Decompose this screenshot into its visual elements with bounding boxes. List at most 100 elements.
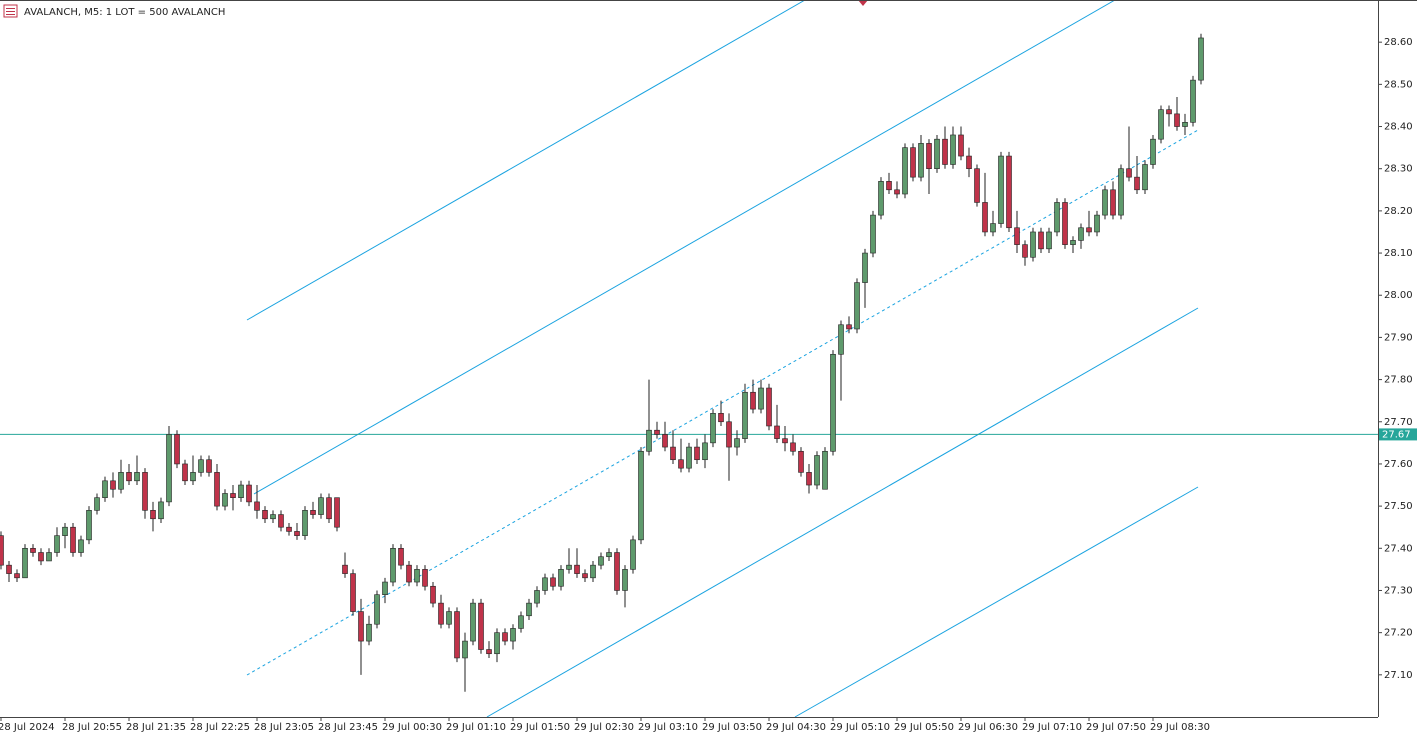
candle-body — [254, 501, 260, 511]
y-tick-label: 27.50 — [1384, 501, 1413, 512]
candle-body — [574, 564, 580, 574]
candle-body — [686, 446, 692, 469]
candle-body — [390, 547, 396, 583]
x-tick-label: 29 Jul 05:10 — [830, 722, 890, 733]
candle-body — [190, 472, 196, 482]
candle-body — [430, 585, 436, 604]
candle-body — [478, 602, 484, 650]
candle-body — [134, 472, 140, 482]
candle-body — [878, 181, 884, 216]
candle-body — [678, 459, 684, 469]
candle-body — [38, 552, 44, 562]
candle-body — [918, 143, 924, 178]
candle-body — [214, 472, 220, 507]
candle-body — [606, 552, 612, 558]
candle-body — [798, 450, 804, 473]
candle-body — [118, 472, 124, 490]
candle-body — [174, 434, 180, 465]
candle-body — [1126, 168, 1132, 178]
channel-line — [486, 307, 1199, 718]
candle-body — [310, 510, 316, 515]
candle-body — [742, 391, 748, 439]
y-tick-label: 27.30 — [1384, 585, 1413, 596]
candle-body — [6, 564, 12, 574]
candle-body — [558, 569, 564, 587]
x-tick-label: 29 Jul 01:10 — [446, 722, 506, 733]
candle-body — [342, 564, 348, 574]
candle-body — [158, 501, 164, 520]
y-tick-label: 27.60 — [1384, 459, 1413, 470]
candle-body — [294, 531, 300, 536]
candle-body — [1038, 231, 1044, 250]
candle-body — [942, 138, 948, 165]
candle-body — [974, 168, 980, 203]
candle-body — [734, 438, 740, 448]
candle-body — [886, 181, 892, 191]
candle-body — [822, 450, 828, 490]
candle-body — [710, 413, 716, 444]
candle-body — [806, 472, 812, 486]
x-tick-label: 29 Jul 04:30 — [766, 722, 826, 733]
candle-body — [406, 564, 412, 583]
y-tick-label: 27.40 — [1384, 543, 1413, 554]
candle-body — [502, 632, 508, 642]
candle-body — [150, 510, 156, 520]
channels — [246, 0, 1199, 718]
candle-body — [1046, 231, 1052, 250]
candle-body — [1166, 109, 1172, 115]
candle-body — [222, 493, 228, 507]
candle-body — [30, 547, 36, 553]
candle-body — [166, 434, 172, 503]
candle-body — [838, 324, 844, 355]
chart-title: AVALANCH, M5: 1 LOT = 500 AVALANCH — [24, 7, 225, 18]
candle-body — [830, 353, 836, 452]
candle-body — [630, 539, 636, 570]
x-tick-label: 29 Jul 03:10 — [638, 722, 698, 733]
candle-body — [966, 155, 972, 170]
candle-body — [910, 147, 916, 178]
y-tick-label: 28.20 — [1384, 206, 1413, 217]
channel-mid — [246, 129, 1199, 676]
candle-body — [982, 202, 988, 233]
candle-body — [1078, 227, 1084, 241]
candle-body — [1150, 138, 1156, 165]
candle-body — [774, 425, 780, 439]
candle-body — [598, 556, 604, 566]
candle-body — [1006, 155, 1012, 229]
candle-body — [870, 214, 876, 254]
y-tick-label: 28.10 — [1384, 248, 1413, 259]
candle-body — [286, 526, 292, 532]
candle-body — [270, 514, 276, 520]
candle-body — [998, 155, 1004, 224]
candle-body — [198, 459, 204, 473]
candle-body — [1054, 202, 1060, 233]
candle-body — [0, 535, 4, 566]
x-tick-label: 29 Jul 07:10 — [1022, 722, 1082, 733]
candle-body — [1182, 122, 1188, 127]
price-label-box — [1379, 428, 1417, 441]
marker — [858, 0, 868, 6]
candle-body — [638, 450, 644, 541]
candle-body — [238, 484, 244, 498]
candle-body — [582, 573, 588, 579]
candle-body — [1158, 109, 1164, 140]
x-tick-label: 28 Jul 21:35 — [126, 722, 186, 733]
title-icon — [3, 4, 18, 18]
candle-body — [550, 577, 556, 587]
candle-body — [1118, 168, 1124, 216]
candle-body — [814, 455, 820, 486]
candle-body — [766, 387, 772, 427]
x-tick-label: 29 Jul 08:30 — [1150, 722, 1210, 733]
candle-body — [854, 282, 860, 330]
candle-body — [846, 324, 852, 330]
candle-body — [934, 138, 940, 170]
x-tick-label: 29 Jul 05:50 — [894, 722, 954, 733]
candle-body — [446, 611, 452, 625]
candle-body — [590, 564, 596, 579]
candle-body — [54, 535, 60, 553]
y-tick-label: 28.60 — [1384, 37, 1413, 48]
candle-body — [542, 577, 548, 591]
candle-body — [670, 446, 676, 461]
candle-body — [182, 463, 188, 482]
candle-body — [126, 472, 132, 482]
